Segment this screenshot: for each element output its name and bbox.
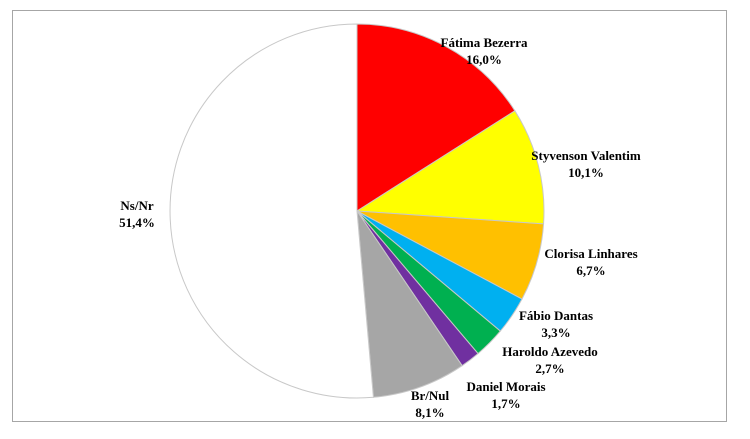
pie-slice-br-nul [356,209,463,398]
slice-label-br-nul: Br/Nul [411,388,450,403]
slice-value-styvenson-valentim: 10,1% [568,165,604,180]
pie-slice-fatima-bezerra [356,23,516,212]
slice-value-ns-nr: 51,4% [119,215,155,230]
slice-label-clorisa-linhares: Clorisa Linhares [544,246,637,261]
pie-slice-styvenson-valentim [355,110,545,225]
pie-slice-ns-nr [169,23,374,399]
slice-value-fatima-bezerra: 16,0% [466,52,502,67]
slice-label-fabio-dantas: Fábio Dantas [519,308,593,323]
slice-value-br-nul: 8,1% [415,405,444,420]
slice-label-haroldo-azevedo: Haroldo Azevedo [502,344,597,359]
slice-label-fatima-bezerra: Fátima Bezerra [441,35,528,50]
pie-slices [169,23,545,399]
slice-value-daniel-morais: 1,7% [491,396,520,411]
slice-label-daniel-morais: Daniel Morais [466,379,545,394]
slice-label-ns-nr: Ns/Nr [120,198,153,213]
slice-value-fabio-dantas: 3,3% [541,325,570,340]
slice-value-clorisa-linhares: 6,7% [576,263,605,278]
slice-label-styvenson-valentim: Styvenson Valentim [531,148,641,163]
pie-labels: Fátima Bezerra 16,0% Styvenson Valentim 10,… [119,35,641,420]
slice-value-haroldo-azevedo: 2,7% [535,361,564,376]
